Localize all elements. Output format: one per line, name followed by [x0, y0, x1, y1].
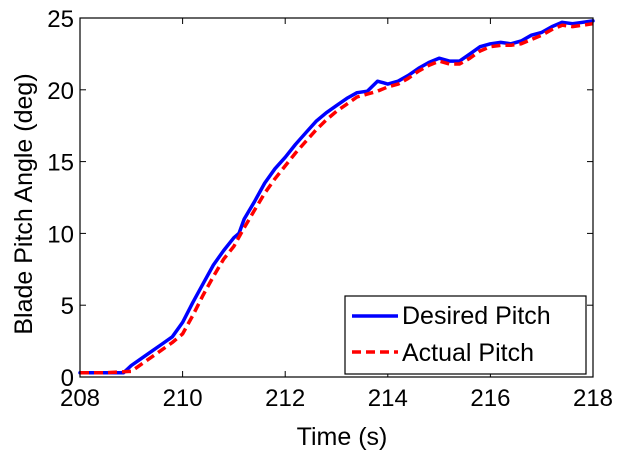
y-axis-label: Blade Pitch Angle (deg)	[10, 73, 38, 334]
x-tick-label: 208	[60, 385, 100, 412]
y-tick-label: 15	[47, 150, 74, 177]
actual-pitch-line	[80, 21, 594, 375]
x-tick-label: 214	[368, 385, 408, 412]
plot-frame	[79, 17, 594, 378]
x-tick-label: 218	[573, 385, 613, 412]
legend-label-actual-pitch: Actual Pitch	[402, 339, 534, 367]
x-axis-label: Time (s)	[297, 423, 388, 451]
legend-label-desired-pitch: Desired Pitch	[402, 302, 551, 330]
y-tick-label: 5	[61, 293, 74, 320]
y-tick-label: 0	[61, 365, 74, 392]
y-tick-label: 25	[47, 6, 74, 33]
legend: Desired Pitch Actual Pitch	[344, 295, 587, 375]
x-tick-label: 212	[265, 385, 305, 412]
desired-pitch-line	[78, 19, 595, 375]
legend-box	[344, 295, 587, 375]
x-tick-label: 216	[470, 385, 510, 412]
x-tick-label: 210	[163, 385, 203, 412]
tick-labels: 208 210 212 214 216 218 0 5 10 15 20 25	[47, 6, 613, 412]
y-tick-label: 10	[47, 221, 74, 248]
series-lines	[78, 19, 595, 375]
y-tick-label: 20	[47, 78, 74, 105]
